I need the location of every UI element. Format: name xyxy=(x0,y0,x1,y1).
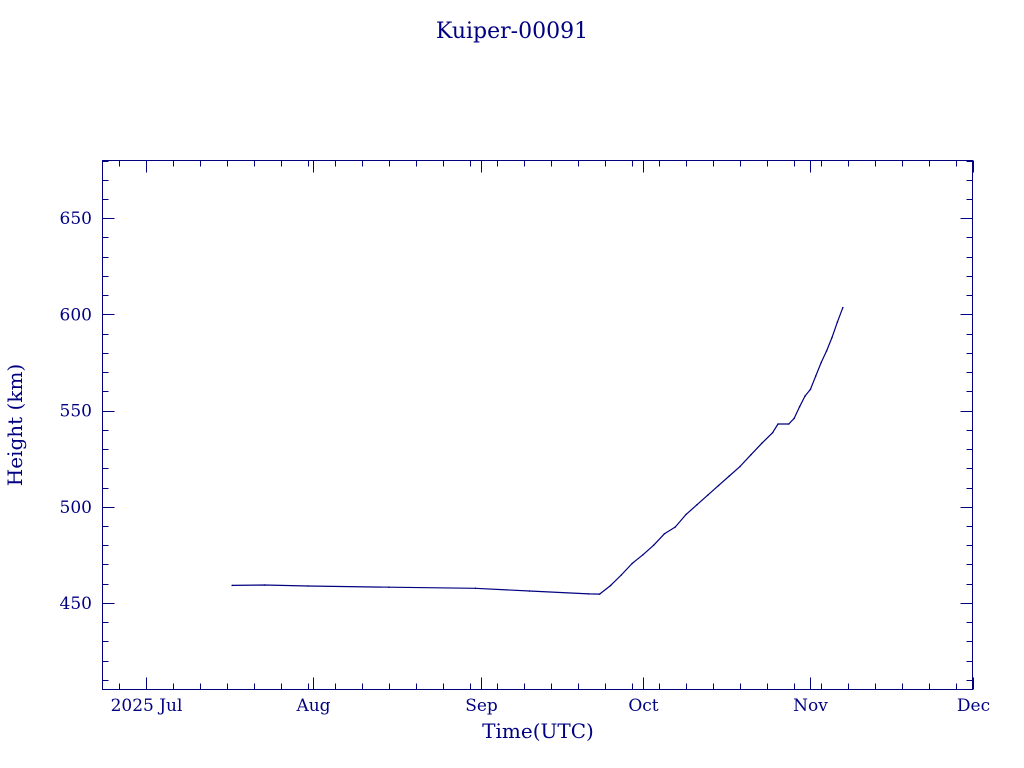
data-point xyxy=(696,504,698,506)
x-tick-label: Oct xyxy=(628,696,658,716)
data-point xyxy=(788,423,790,425)
y-tick-label: 450 xyxy=(60,594,92,614)
chart-title: Kuiper-00091 xyxy=(436,19,588,44)
data-point xyxy=(820,361,822,364)
x-tick-label: Nov xyxy=(793,696,828,716)
data-point xyxy=(728,475,731,477)
data-point xyxy=(777,423,779,425)
height-series-line xyxy=(232,307,844,595)
data-point xyxy=(825,350,828,352)
data-point xyxy=(307,585,309,587)
data-point xyxy=(528,590,531,592)
y-tick-label: 650 xyxy=(60,209,92,229)
plot-frame xyxy=(102,160,973,690)
data-point xyxy=(674,526,677,528)
data-point xyxy=(706,494,709,497)
data-point xyxy=(793,417,795,420)
x-tick-label: 2025 Jul xyxy=(111,696,183,716)
x-tick-label: Aug xyxy=(295,696,330,716)
data-point xyxy=(263,584,266,586)
data-point xyxy=(831,336,833,339)
y-tick-label: 500 xyxy=(60,498,92,518)
data-point xyxy=(815,375,817,377)
data-point xyxy=(642,554,644,556)
data-point xyxy=(750,454,752,456)
data-point xyxy=(685,513,687,516)
data-point xyxy=(809,388,812,391)
data-point xyxy=(663,532,666,535)
axis-ticks xyxy=(102,160,974,690)
data-point xyxy=(609,584,612,587)
data-point xyxy=(620,574,623,576)
x-axis-label: Time(UTC) xyxy=(482,719,594,743)
data-point xyxy=(836,321,839,323)
x-tick-label: Dec xyxy=(957,696,990,716)
y-tick-label: 550 xyxy=(60,402,92,422)
data-point xyxy=(717,484,720,487)
data-point xyxy=(474,587,477,590)
data-point xyxy=(231,584,233,587)
data-point xyxy=(388,586,390,588)
data-point xyxy=(771,431,774,434)
data-point xyxy=(588,593,590,595)
data-point xyxy=(804,395,806,397)
y-axis-label: Height (km) xyxy=(3,364,27,486)
data-point xyxy=(652,544,655,546)
data-point xyxy=(598,593,601,595)
y-tick-label: 600 xyxy=(60,305,92,325)
data-point xyxy=(761,442,763,445)
axis-tick-labels: 450 500 550 600 650 2025 Jul Aug Sep Oct Nov Dec xyxy=(60,209,991,716)
series-layer xyxy=(231,306,844,595)
data-point xyxy=(842,306,844,309)
data-point xyxy=(739,465,741,468)
data-point xyxy=(798,405,801,408)
x-tick-label: Sep xyxy=(465,696,498,716)
data-point xyxy=(631,562,633,565)
